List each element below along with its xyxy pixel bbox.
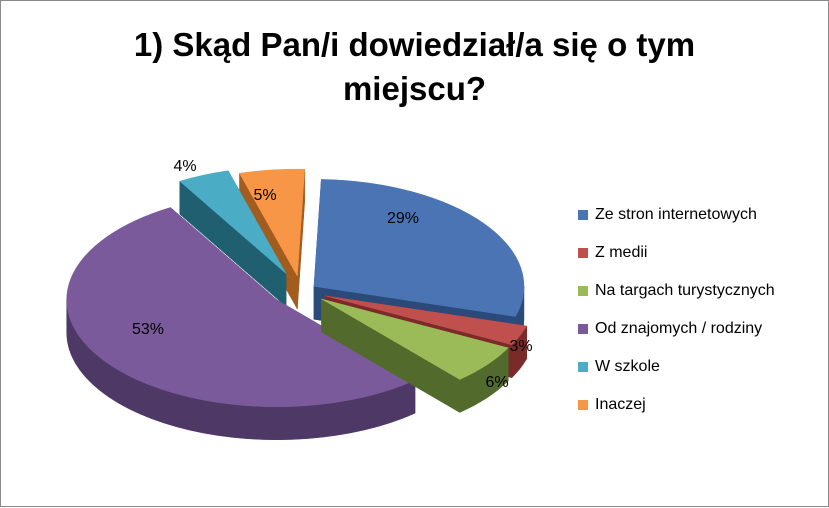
legend-swatch xyxy=(578,286,588,296)
legend-swatch xyxy=(578,210,588,220)
slice-label-fairs: 6% xyxy=(485,374,508,391)
slice-top-face xyxy=(325,295,527,346)
legend-label: Z medii xyxy=(595,244,648,261)
legend-swatch xyxy=(578,248,588,258)
slice-top-face xyxy=(179,170,287,274)
legend-item: Na targach turystycznych xyxy=(578,280,823,318)
slice-top-face xyxy=(239,168,305,277)
slice-label-internet: 29% xyxy=(387,210,419,227)
legend-label: Ze stron internetowych xyxy=(595,206,757,223)
legend-item: Inaczej xyxy=(578,394,823,432)
legend-swatch xyxy=(578,324,588,334)
legend-swatch xyxy=(578,400,588,410)
slice-fairs xyxy=(321,298,509,413)
legend-item: W szkole xyxy=(578,356,823,394)
slice-label-school: 4% xyxy=(173,158,196,175)
chart-title-line-1: 1) Skąd Pan/i dowiedział/a się o tym xyxy=(133,26,696,63)
legend-label: Od znajomych / rodziny xyxy=(595,320,763,337)
legend-item: Ze stron internetowych xyxy=(578,204,823,242)
legend-label: Inaczej xyxy=(595,396,646,413)
legend: Ze stron internetowych Z medii Na targac… xyxy=(578,204,823,432)
legend-item: Z medii xyxy=(578,242,823,280)
chart-title: 1) Skąd Pan/i dowiedział/a się o tym mie… xyxy=(1,23,828,111)
slice-label-friends: 53% xyxy=(132,321,164,338)
slice-top-face xyxy=(313,179,525,317)
slice-label-other: 5% xyxy=(253,187,276,204)
legend-swatch xyxy=(578,362,588,372)
legend-label: W szkole xyxy=(595,358,660,375)
slice-top-face xyxy=(66,207,416,407)
legend-label: Na targach turystycznych xyxy=(595,282,775,299)
slice-school xyxy=(179,169,287,308)
chart-title-line-2: miejscu? xyxy=(342,70,487,107)
legend-item: Od znajomych / rodziny xyxy=(578,318,823,356)
slice-top-face xyxy=(321,298,509,380)
slice-label-media: 3% xyxy=(509,338,532,355)
slice-friends xyxy=(66,206,416,440)
